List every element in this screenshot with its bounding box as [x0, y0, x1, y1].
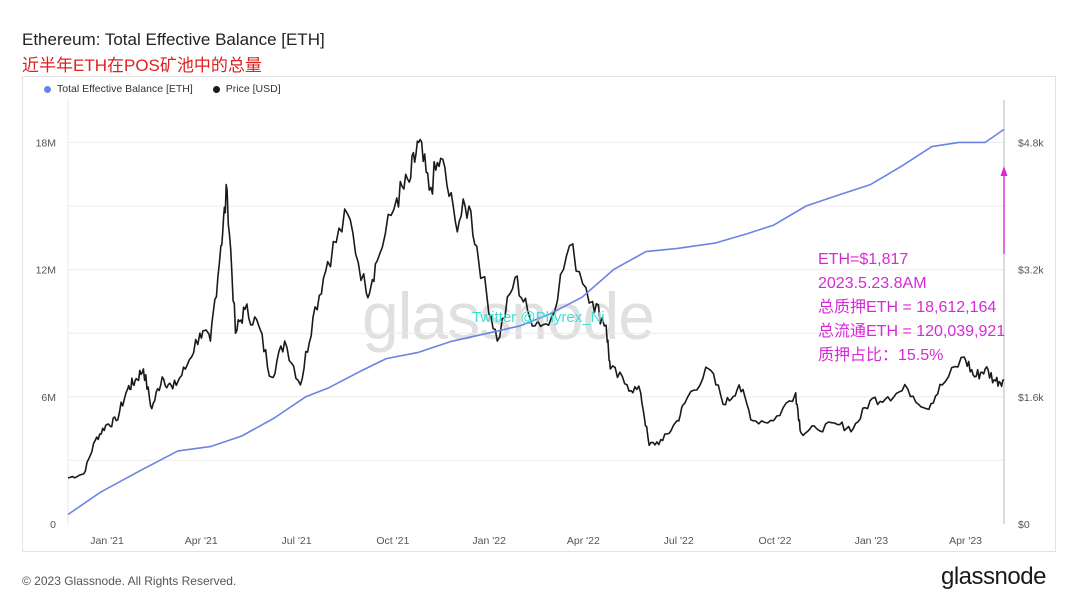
x-tick-label: Oct '22	[759, 535, 792, 547]
annotation-line-ratio: 质押占比：15.5%	[818, 347, 944, 364]
balance-series-line	[67, 128, 1005, 516]
y-axis-left: 0 6M 12M 18M	[36, 137, 57, 531]
y-left-tick-label: 6M	[41, 392, 56, 404]
y-right-tick-label: $1.6k	[1018, 392, 1044, 404]
legend-item-price[interactable]: Price [USD]	[212, 83, 281, 95]
x-tick-label: Jan '22	[472, 535, 506, 547]
y-right-tick-label: $4.8k	[1018, 137, 1044, 149]
y-right-tick-label: $0	[1018, 519, 1030, 531]
annotation-line-staked: 总质押ETH = 18,612,164	[818, 299, 997, 316]
legend-balance-label: Total Effective Balance [ETH]	[57, 83, 193, 95]
x-tick-label: Jan '23	[855, 535, 889, 547]
y-axis-right: $0 $1.6k $3.2k $4.8k	[1018, 137, 1044, 531]
x-tick-label: Jan '21	[90, 535, 124, 547]
y-left-tick-label: 0	[50, 519, 56, 531]
annotation-line-date: 2023.5.23.8AM	[818, 275, 927, 292]
chart-subtitle: 近半年ETH在POS矿池中的总量	[22, 56, 262, 75]
chart-panel	[22, 76, 1056, 552]
annotation-line-circulating: 总流通ETH = 120,039,921	[818, 323, 1006, 340]
grid	[68, 141, 1004, 461]
legend-price-dot-icon	[212, 85, 220, 93]
chart-title: Ethereum: Total Effective Balance [ETH]	[22, 30, 325, 49]
legend-item-balance[interactable]: Total Effective Balance [ETH]	[44, 83, 193, 95]
footer-copyright: © 2023 Glassnode. All Rights Reserved.	[22, 574, 237, 588]
x-tick-label: Apr '21	[185, 535, 218, 547]
legend-price-label: Price [USD]	[225, 83, 281, 95]
y-left-tick-label: 18M	[36, 137, 56, 149]
price-series-line	[67, 138, 1005, 479]
twitter-watermark: Twitter @Phyrex_Ni	[472, 309, 605, 326]
x-tick-label: Apr '22	[567, 535, 600, 547]
annotation-line-price: ETH=$1,817	[818, 251, 909, 268]
watermark-text: glassnode	[362, 279, 655, 353]
x-tick-label: Apr '23	[949, 535, 982, 547]
brand-logo: glassnode	[941, 563, 1046, 590]
y-right-tick-label: $3.2k	[1018, 265, 1044, 277]
annotation-box: ETH=$1,817 2023.5.23.8AM 总质押ETH = 18,612…	[818, 248, 1005, 368]
y-left-tick-label: 12M	[36, 265, 56, 277]
x-tick-label: Oct '21	[376, 535, 409, 547]
x-tick-label: Jul '21	[282, 535, 312, 547]
legend: Total Effective Balance [ETH] Price [USD…	[44, 83, 281, 95]
annotation-arrow	[1000, 166, 1008, 254]
x-axis: Jan '21 Apr '21 Jul '21 Oct '21 Jan '22 Apr '…	[90, 535, 982, 547]
legend-balance-dot-icon	[44, 85, 51, 93]
x-tick-label: Jul '22	[664, 535, 694, 547]
